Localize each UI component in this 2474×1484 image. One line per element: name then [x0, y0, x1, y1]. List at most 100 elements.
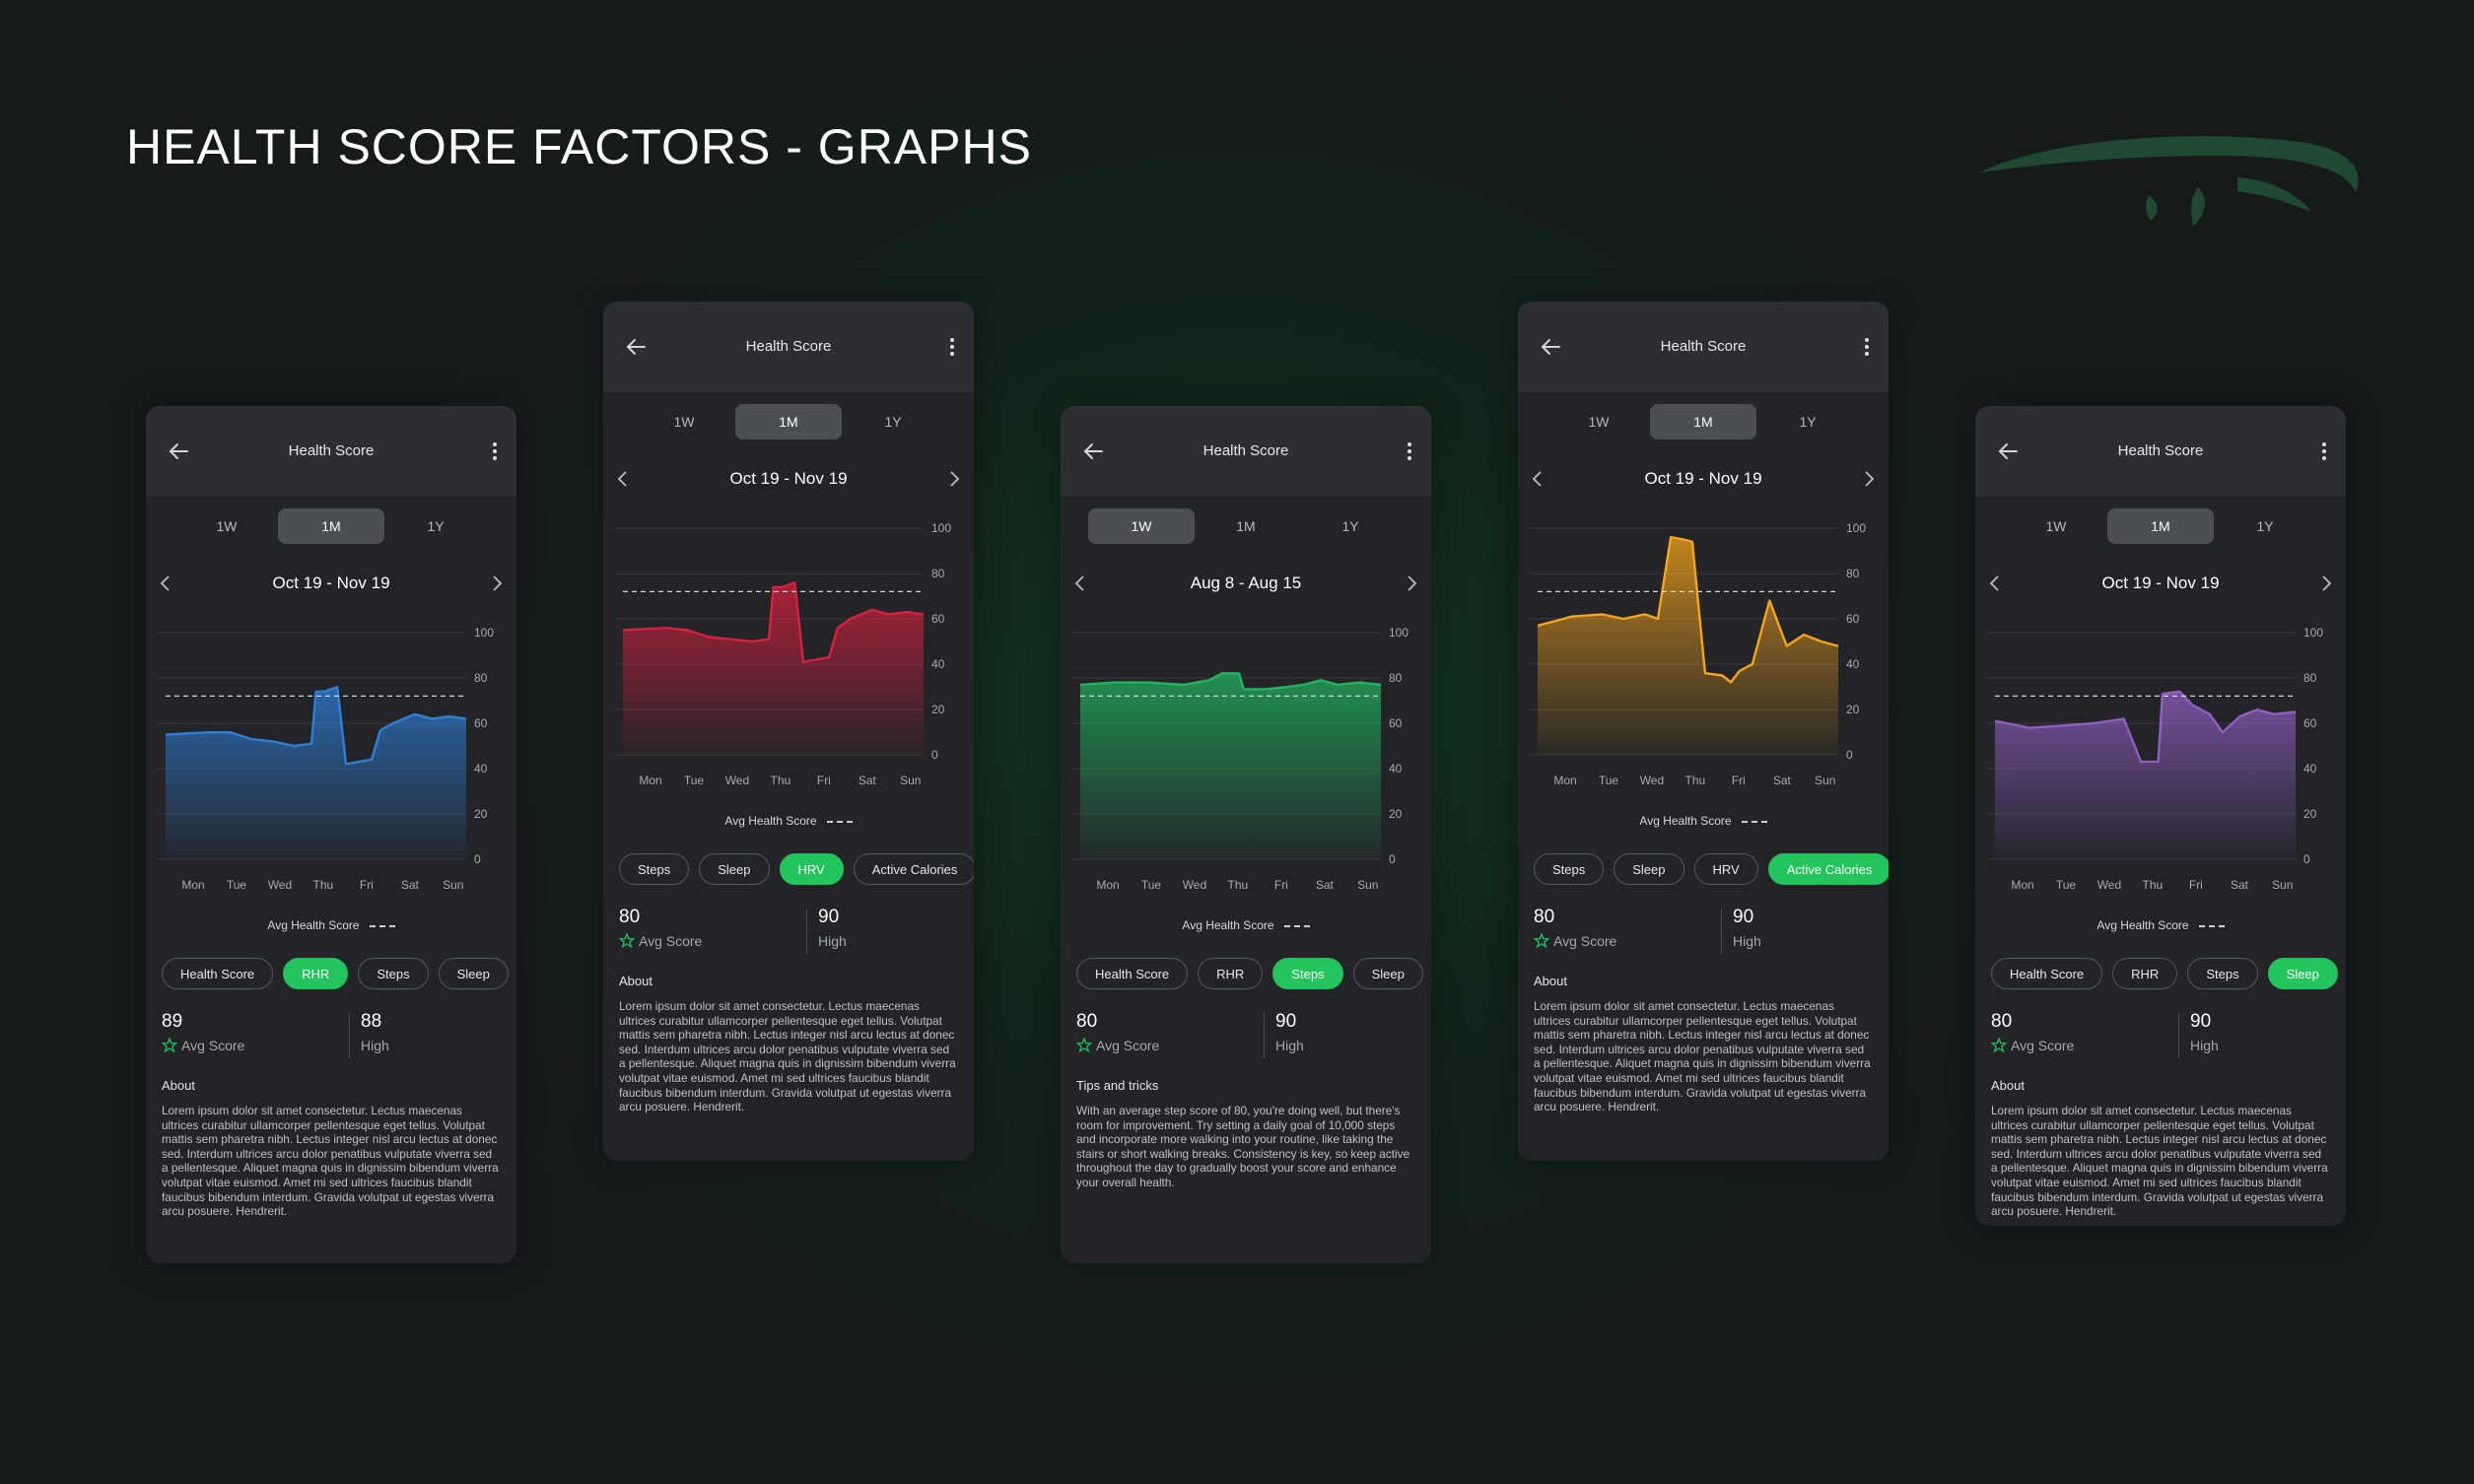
- period-selector: 1W 1M 1Y: [1061, 508, 1431, 544]
- period-selector: 1W 1M 1Y: [146, 508, 516, 544]
- chevron-left-icon[interactable]: [1985, 573, 2005, 593]
- period-tab-1m[interactable]: 1M: [1236, 518, 1256, 534]
- high-score-stat: 90 High: [1262, 1011, 1304, 1056]
- date-navigator: Oct 19 - Nov 19: [146, 570, 516, 597]
- chevron-left-icon[interactable]: [1070, 573, 1090, 593]
- period-tab-1m[interactable]: 1M: [735, 404, 842, 439]
- section-title: About: [1534, 974, 1567, 988]
- date-navigator: Aug 8 - Aug 15: [1061, 570, 1431, 597]
- factor-chip-steps[interactable]: Steps: [2187, 958, 2258, 989]
- factor-chip-steps[interactable]: Steps: [1534, 853, 1605, 885]
- factor-chip-sleep[interactable]: Sleep: [2267, 958, 2338, 989]
- chevron-left-icon[interactable]: [613, 469, 633, 489]
- series-area: [166, 687, 466, 859]
- factor-chip-hrv[interactable]: HRV: [1693, 853, 1758, 885]
- period-tab-1w[interactable]: 1W: [216, 518, 238, 534]
- factor-chip-active-calories[interactable]: Active Calories: [853, 853, 974, 885]
- period-tab-1m[interactable]: 1M: [1650, 404, 1756, 439]
- chevron-left-icon[interactable]: [156, 573, 175, 593]
- y-tick-label: 60: [931, 612, 945, 626]
- factor-chip-rhr[interactable]: RHR: [283, 958, 349, 989]
- chart-legend: Avg Health Score: [146, 918, 516, 932]
- factor-chip-hrv[interactable]: HRV: [779, 853, 844, 885]
- x-tick-label: Mon: [1553, 774, 1576, 787]
- more-vertical-icon[interactable]: [944, 333, 960, 361]
- period-tab-1y[interactable]: 1Y: [427, 518, 445, 534]
- period-tab-1w[interactable]: 1W: [2045, 518, 2067, 534]
- period-tab-1w[interactable]: 1W: [1588, 414, 1610, 430]
- avg-score-value: 80: [619, 907, 641, 927]
- chart-legend: Avg Health Score: [1518, 814, 1889, 828]
- high-score-stat: 90 High: [1719, 907, 1761, 952]
- x-tick-label: Tue: [227, 878, 247, 892]
- high-score-stat: 90 High: [2176, 1011, 2219, 1056]
- x-tick-label: Thu: [771, 774, 791, 787]
- factor-chip-sleep[interactable]: Sleep: [699, 853, 770, 885]
- chevron-right-icon[interactable]: [487, 573, 507, 593]
- period-tab-1y[interactable]: 1Y: [884, 414, 902, 430]
- x-tick-label: Tue: [684, 774, 705, 787]
- app-header: Health Score: [1975, 406, 2346, 497]
- brand-swoosh-logo: [1979, 136, 2359, 227]
- score-area-chart: 0 20 40 60 80 100 Mon Tue Wed Thu Fri Sat Sun: [158, 626, 494, 892]
- back-arrow-icon[interactable]: [166, 438, 193, 465]
- factor-chip-health-score[interactable]: Health Score: [1076, 958, 1189, 989]
- factor-chip-health-score[interactable]: Health Score: [1991, 958, 2103, 989]
- y-tick-label: 20: [1846, 703, 1860, 716]
- x-tick-label: Sun: [2272, 878, 2293, 892]
- period-tab-1w[interactable]: 1W: [1088, 508, 1195, 544]
- series-area: [1080, 673, 1381, 859]
- header-title: Health Score: [288, 442, 375, 459]
- factor-chip-active-calories[interactable]: Active Calories: [1767, 853, 1889, 885]
- section-title: About: [619, 974, 653, 988]
- factor-chip-rhr[interactable]: RHR: [2112, 958, 2178, 989]
- period-tab-1m[interactable]: 1M: [278, 508, 384, 544]
- factor-chip-rhr[interactable]: RHR: [1198, 958, 1264, 989]
- y-tick-label: 60: [474, 716, 488, 730]
- chevron-right-icon[interactable]: [1859, 469, 1879, 489]
- period-tab-1m[interactable]: 1M: [2107, 508, 2214, 544]
- y-tick-label: 100: [931, 521, 951, 535]
- factor-chip-health-score[interactable]: Health Score: [162, 958, 274, 989]
- y-tick-label: 100: [1389, 626, 1409, 640]
- high-score-value: 90: [818, 907, 840, 927]
- chevron-right-icon[interactable]: [1402, 573, 1421, 593]
- x-tick-label: Sun: [1815, 774, 1835, 787]
- back-arrow-icon[interactable]: [623, 333, 651, 361]
- section-body: Lorem ipsum dolor sit amet consectetur. …: [1534, 999, 1871, 1114]
- more-vertical-icon[interactable]: [1859, 333, 1875, 361]
- more-vertical-icon[interactable]: [487, 438, 503, 465]
- period-tab-1y[interactable]: 1Y: [1799, 414, 1817, 430]
- high-score-value: 88: [361, 1011, 382, 1032]
- period-tab-1y[interactable]: 1Y: [2256, 518, 2274, 534]
- factor-chip-steps[interactable]: Steps: [619, 853, 690, 885]
- y-tick-label: 100: [1846, 521, 1866, 535]
- back-arrow-icon[interactable]: [1995, 438, 2023, 465]
- factor-chips: Steps Sleep HRV Active Calories: [1534, 853, 1889, 887]
- app-header: Health Score: [1061, 406, 1431, 497]
- high-score-value: 90: [1275, 1011, 1297, 1032]
- x-tick-label: Tue: [2056, 878, 2077, 892]
- back-arrow-icon[interactable]: [1080, 438, 1108, 465]
- chevron-right-icon[interactable]: [944, 469, 964, 489]
- period-tab-1w[interactable]: 1W: [673, 414, 695, 430]
- legend-label: Avg Health Score: [267, 918, 360, 932]
- high-score-value: 90: [2190, 1011, 2212, 1032]
- factor-chip-sleep[interactable]: Sleep: [1352, 958, 1423, 989]
- page-title: HEALTH SCORE FACTORS - GRAPHS: [126, 119, 1032, 174]
- legend-label: Avg Health Score: [724, 814, 817, 828]
- back-arrow-icon[interactable]: [1538, 333, 1565, 361]
- factor-chip-sleep[interactable]: Sleep: [1614, 853, 1684, 885]
- more-vertical-icon[interactable]: [1402, 438, 1417, 465]
- factor-chip-steps[interactable]: Steps: [1272, 958, 1343, 989]
- health-score-card: Health Score 1W 1M 1Y Oct 19 - Nov 19 0 20 4…: [1518, 302, 1889, 1161]
- y-tick-label: 0: [1389, 852, 1396, 866]
- more-vertical-icon[interactable]: [2316, 438, 2332, 465]
- factor-chip-sleep[interactable]: Sleep: [438, 958, 509, 989]
- factor-chip-steps[interactable]: Steps: [358, 958, 429, 989]
- y-tick-label: 20: [1389, 807, 1403, 821]
- period-tab-1y[interactable]: 1Y: [1341, 518, 1359, 534]
- chevron-right-icon[interactable]: [2316, 573, 2336, 593]
- chevron-left-icon[interactable]: [1528, 469, 1547, 489]
- series-line: [622, 580, 925, 663]
